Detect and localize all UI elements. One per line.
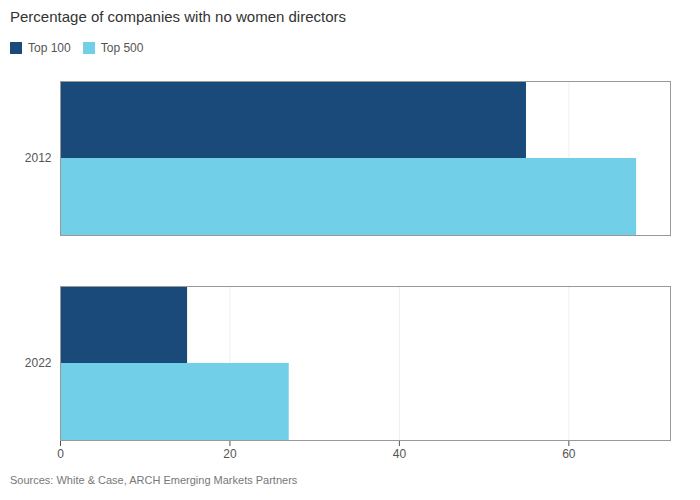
html-text:Top 100: Top 100	[28, 40, 71, 55]
svg-text:40: 40	[393, 447, 407, 461]
svg-text:0: 0	[57, 447, 64, 461]
html-text:Percentage of companies with n: Percentage of companies with no women di…	[10, 8, 346, 25]
svg-text:60: 60	[562, 447, 576, 461]
svg-text:2022: 2022	[25, 356, 52, 370]
svg-text:20: 20	[223, 447, 237, 461]
svg-text:2012: 2012	[25, 151, 52, 165]
html-text:Top 500: Top 500	[100, 40, 144, 55]
html-text:Sources: White & Case, ARCH Em: Sources: White & Case, ARCH Emerging Mar…	[10, 474, 298, 486]
